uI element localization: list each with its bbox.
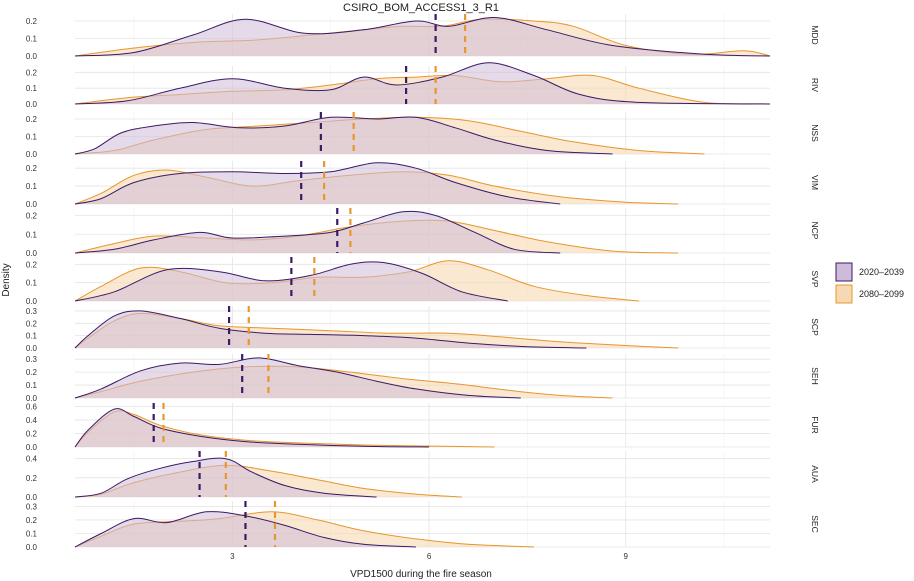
y-tick-label: 0.1 [26, 332, 38, 341]
y-tick-label: 0.3 [26, 307, 38, 316]
y-tick-label: 0.3 [26, 502, 38, 511]
x-axis-title: VPD1500 during the fire season [350, 569, 492, 580]
y-tick-label: 0.0 [26, 394, 38, 403]
y-tick-label: 0.2 [26, 68, 38, 77]
density-2020-2039-line [74, 162, 561, 205]
density-2020-2039-area [75, 310, 587, 348]
y-tick-label: 0.0 [26, 150, 38, 159]
facet-panel-aua: 0.0 0.2 0.4 AUA [26, 451, 820, 502]
legend-label: 2020–2039 [859, 267, 904, 277]
density-2020-2039-area [75, 162, 561, 204]
facet-panel-sec: 0.0 0.1 0.2 0.3 SEC [26, 501, 820, 552]
density-2020-2039-area [75, 17, 770, 56]
density-2020-2039-area [75, 116, 613, 154]
density-2020-2039-line [74, 261, 508, 302]
y-tick-label: 0.6 [26, 402, 38, 411]
y-tick-label: 0.2 [26, 115, 38, 124]
facet-strip-label: RIV [810, 78, 820, 93]
facet-strip-label: SEC [810, 515, 820, 532]
y-tick-label: 0.3 [26, 355, 38, 364]
y-tick-label: 0.2 [26, 319, 38, 328]
y-tick-label: 0.1 [26, 84, 38, 93]
density-2020-2039-line [74, 310, 587, 349]
y-tick-label: 0.0 [26, 100, 38, 109]
y-tick-label: 0.2 [26, 368, 38, 377]
facet-strip-label: NSS [810, 124, 820, 142]
facet-strip-label: VIM [810, 175, 820, 190]
y-tick-label: 0.2 [26, 212, 38, 221]
y-tick-label: 0.4 [26, 455, 38, 464]
facet-strip-label: SEH [810, 367, 820, 384]
facet-strip-label: FUR [810, 416, 820, 433]
y-tick-label: 0.1 [26, 230, 38, 239]
facet-panel-riv: 0.0 0.1 0.2 RIV [26, 62, 820, 109]
legend-key [835, 262, 853, 282]
density-2020-2039-area [75, 62, 770, 104]
chart-title: CSIRO_BOM_ACCESS1_3_R1 [343, 2, 499, 14]
facet-panel-nss: 0.0 0.1 0.2 NSS [26, 112, 820, 159]
y-tick-label: 0.1 [26, 529, 38, 538]
legend: 2020–2039 2080–2099 [835, 262, 904, 304]
y-tick-label: 0.2 [26, 429, 38, 438]
y-tick-label: 0.2 [26, 164, 38, 173]
facet-strip-label: AUA [810, 465, 820, 483]
density-2020-2039-line [74, 62, 771, 105]
density-2020-2039-area [75, 511, 416, 547]
y-tick-label: 0.1 [26, 182, 38, 191]
facet-strip-label: SCP [810, 318, 820, 336]
legend-key [835, 284, 853, 304]
density-2020-2039-line [74, 457, 377, 498]
facet-panel-fur: 0.0 0.2 0.4 0.6 FUR [26, 402, 820, 452]
facet-panel-mdd: 0.0 0.1 0.2 MDD [26, 14, 820, 61]
facet-panel-ncp: 0.0 0.1 0.2 NCP [26, 208, 820, 258]
density-2020-2039-line [74, 16, 771, 57]
y-tick-label: 0.1 [26, 381, 38, 390]
facet-panel-scp: 0.0 0.1 0.2 0.3 SCP [26, 306, 820, 353]
y-tick-label: 0.2 [26, 260, 38, 269]
y-tick-label: 0.0 [26, 52, 38, 61]
density-2020-2039-line [74, 408, 430, 448]
facet-panel-svp: 0.0 0.1 0.2 SVP [26, 257, 820, 306]
y-tick-label: 0.0 [26, 200, 38, 209]
y-tick-label: 0.1 [26, 279, 38, 288]
facet-strip-label: MDD [810, 25, 820, 44]
y-tick-label: 0.2 [26, 516, 38, 525]
legend-label: 2080–2099 [859, 289, 904, 299]
facet-strip-label: SVP [810, 270, 820, 287]
x-tick-label: 9 [624, 552, 629, 561]
y-tick-label: 0.0 [26, 493, 38, 502]
facet-panel-seh: 0.0 0.1 0.2 0.3 SEH [26, 354, 820, 403]
x-tick-label: 6 [427, 552, 432, 561]
facet-strip-label: NCP [810, 222, 820, 240]
y-tick-label: 0.0 [26, 297, 38, 306]
density-2020-2039-line [74, 357, 521, 399]
facet-panel-vim: 0.0 0.1 0.2 VIM [26, 161, 820, 209]
x-tick-label: 3 [230, 552, 235, 561]
y-tick-label: 0.4 [26, 416, 38, 425]
y-tick-label: 0.0 [26, 543, 38, 552]
y-tick-label: 0.0 [26, 249, 38, 258]
y-tick-label: 0.0 [26, 344, 38, 353]
y-tick-label: 0.0 [26, 443, 38, 452]
density-2020-2039-line [74, 116, 613, 155]
density-2020-2039-area [75, 211, 561, 253]
y-axis-title: Density [1, 263, 12, 296]
density-2020-2039-line [74, 511, 416, 548]
y-tick-label: 0.2 [26, 474, 38, 483]
y-tick-label: 0.1 [26, 133, 38, 142]
density-2020-2039-line [74, 210, 561, 254]
facet-panels: 0.00.10.2MDD0.00.10.2RIV0.00.10.2NSS0.00… [26, 14, 820, 561]
y-tick-label: 0.1 [26, 35, 38, 44]
y-tick-label: 0.2 [26, 17, 38, 26]
